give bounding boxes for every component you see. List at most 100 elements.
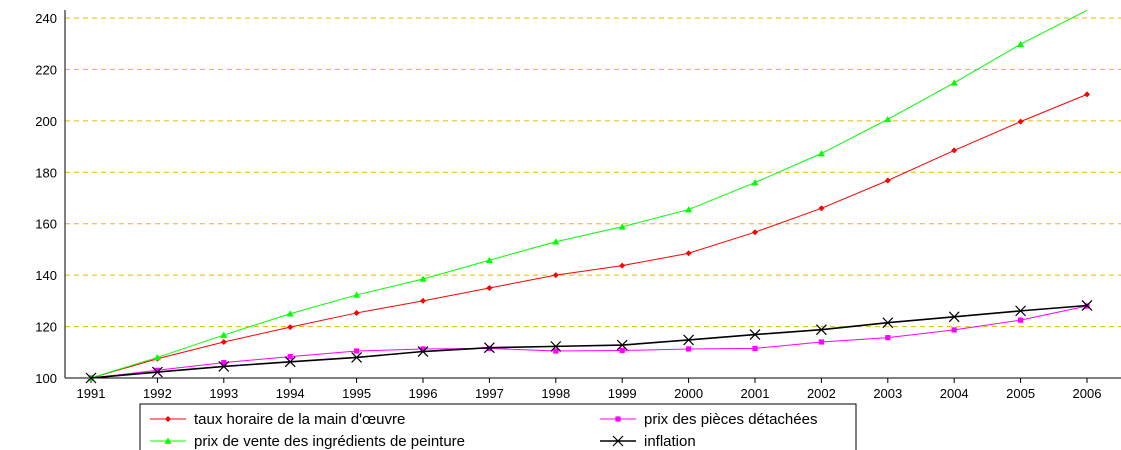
data-point [419, 275, 427, 282]
legend-marker [612, 435, 624, 447]
x-tick-label: 2006 [1073, 386, 1102, 401]
data-point [85, 372, 97, 384]
y-tick-label: 200 [35, 114, 57, 129]
x-tick-label: 2003 [873, 386, 902, 401]
series-line [90, 305, 1088, 379]
data-point [950, 79, 958, 86]
legend-label: taux horaire de la main d'œuvre [194, 411, 405, 428]
data-point [351, 352, 363, 363]
data-point-stroke [815, 324, 827, 336]
x-tick-label: 1999 [608, 386, 637, 401]
legend-item: taux horaire de la main d'œuvre [150, 411, 405, 428]
data-point [287, 354, 293, 360]
data-point-stroke [616, 339, 628, 351]
data-point [752, 345, 758, 352]
series-line [90, 93, 1088, 379]
data-point [1017, 40, 1025, 48]
x-tick-label: 1992 [143, 386, 172, 401]
x-tick-label: 1998 [541, 386, 570, 401]
data-point [154, 367, 160, 373]
data-point [220, 339, 227, 345]
data-point [817, 150, 825, 157]
data-point [815, 324, 827, 336]
x-tick-label: 2005 [1006, 386, 1035, 401]
data-point [951, 327, 957, 333]
data-point-stroke [749, 329, 761, 340]
series-3 [87, 9, 1088, 381]
legend-marker-stroke [612, 435, 624, 447]
x-tick-label: 1996 [409, 386, 438, 401]
data-point [948, 311, 960, 323]
data-point [685, 206, 693, 213]
data-point-stroke [683, 334, 695, 346]
series-4 [85, 300, 1093, 384]
data-point-stroke [85, 372, 97, 384]
legend-box [139, 403, 857, 450]
series-1 [88, 91, 1090, 381]
x-tick-label: 1991 [77, 386, 106, 401]
x-tick-label: 1997 [475, 386, 504, 401]
data-point [683, 334, 695, 346]
data-point [153, 353, 161, 361]
data-point [550, 340, 562, 352]
data-point-stroke [284, 356, 296, 368]
data-point-stroke [218, 361, 230, 372]
legend-marker [615, 416, 621, 422]
data-point [1018, 317, 1024, 323]
legend-label: inflation [644, 433, 696, 450]
y-tick-label: 120 [35, 320, 57, 335]
data-point [884, 177, 891, 184]
legend-item: inflation [600, 433, 696, 450]
legend-label: prix de vente des ingrédients de peintur… [194, 433, 465, 450]
legend: taux horaire de la main d'œuvre prix des … [139, 403, 857, 450]
data-point [354, 348, 360, 354]
data-point [353, 309, 360, 316]
x-tick-label: 2000 [674, 386, 703, 401]
data-point [420, 297, 426, 304]
data-point-stroke [1015, 305, 1027, 317]
series-line [90, 304, 1088, 379]
data-point [749, 329, 761, 340]
data-point [951, 147, 958, 154]
data-point-stroke [151, 366, 163, 378]
y-tick-label: 220 [35, 62, 57, 77]
data-point [284, 356, 296, 368]
data-point [818, 205, 825, 212]
data-point [483, 342, 495, 354]
data-point [752, 229, 758, 236]
data-point [486, 285, 493, 291]
data-point [619, 347, 625, 354]
data-point [1015, 305, 1027, 317]
series-line [90, 9, 1088, 379]
y-tick-label: 100 [35, 371, 57, 386]
data-point [552, 238, 560, 245]
data-point-stroke [948, 311, 960, 323]
legend-item: prix de vente des ingrédients de peintur… [150, 433, 465, 450]
data-point [553, 348, 559, 354]
legend-item: prix des pièces détachées [600, 411, 817, 428]
x-tick-label: 2004 [940, 386, 969, 401]
series-lines [85, 9, 1093, 384]
data-point [417, 346, 429, 357]
x-tick-label: 1995 [342, 386, 371, 401]
y-tick-label: 160 [35, 217, 57, 232]
data-point [618, 223, 626, 230]
data-point [220, 331, 228, 338]
data-point [353, 291, 361, 298]
data-point [619, 262, 626, 269]
data-point [1081, 300, 1093, 311]
x-tick-label: 1994 [276, 386, 305, 401]
data-point [287, 324, 294, 331]
x-tick-label: 1993 [209, 386, 238, 401]
gridlines [65, 17, 1121, 328]
series-2 [88, 303, 1090, 381]
data-point-stroke [417, 346, 429, 357]
data-point [685, 250, 692, 257]
data-point-stroke [882, 317, 894, 329]
data-point-stroke [351, 352, 363, 363]
data-point-stroke [1081, 300, 1093, 311]
data-point [818, 339, 824, 345]
data-point [420, 346, 426, 352]
data-point [485, 256, 493, 264]
